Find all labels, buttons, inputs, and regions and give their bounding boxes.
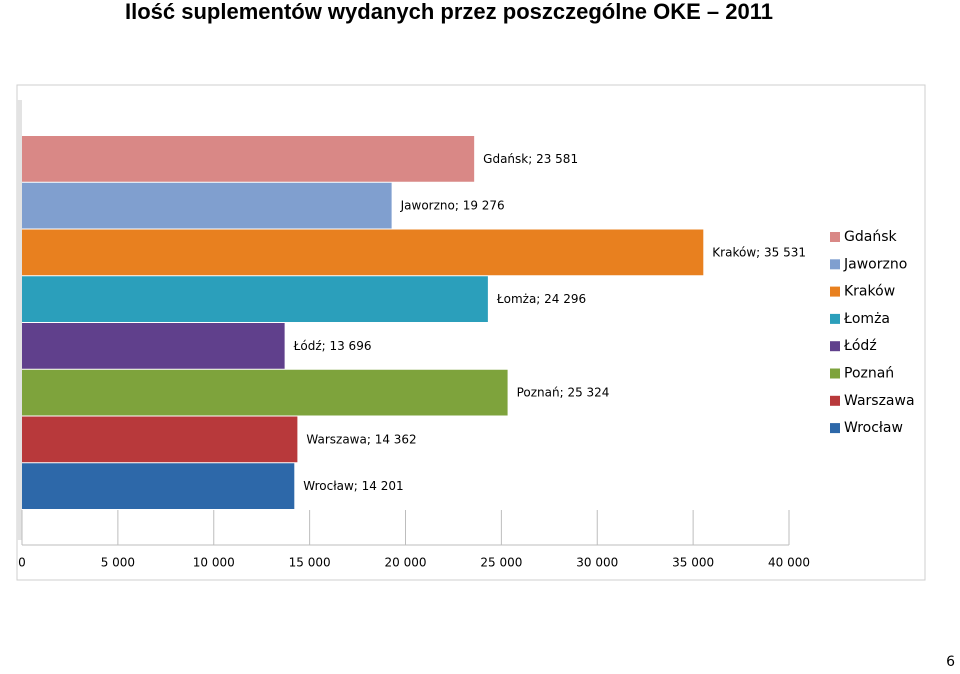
- x-tick-label: 20 000: [385, 556, 427, 570]
- legend-swatch: [830, 341, 840, 352]
- x-tick-label: 5 000: [101, 556, 135, 570]
- data-label: Kraków; 35 531: [712, 245, 806, 259]
- bar: [22, 323, 285, 369]
- legend-label: Gdańsk: [844, 229, 897, 245]
- legend-swatch: [830, 395, 840, 406]
- data-label: Łomża; 24 296: [496, 292, 586, 306]
- x-tick-label: 30 000: [576, 556, 618, 570]
- data-label: Łódź; 13 696: [293, 339, 372, 353]
- data-label: Poznań; 25 324: [517, 386, 610, 400]
- legend-swatch: [830, 313, 840, 324]
- data-label: Gdańsk; 23 581: [483, 152, 578, 166]
- back-wall: [17, 100, 22, 540]
- bar: [22, 276, 488, 322]
- x-tick-label: 40 000: [768, 556, 810, 570]
- data-label: Jaworzno; 19 276: [400, 199, 505, 213]
- bar: [22, 136, 475, 182]
- x-tick-label: 25 000: [480, 556, 522, 570]
- legend-label: Łódź: [843, 338, 877, 354]
- x-tick-label: 15 000: [289, 556, 331, 570]
- legend-swatch: [830, 286, 840, 297]
- bar: [22, 229, 704, 276]
- data-label: Warszawa; 14 362: [306, 432, 416, 446]
- chart-title: Ilość suplementów wydanych przez poszcze…: [125, 0, 773, 24]
- bar: [22, 182, 392, 229]
- legend-swatch: [830, 423, 840, 434]
- data-label: Wrocław; 14 201: [303, 479, 403, 493]
- page-number: 6: [946, 654, 955, 669]
- bar: [22, 463, 295, 509]
- x-tick-label: 10 000: [193, 556, 235, 570]
- x-tick-label: 0: [18, 556, 26, 570]
- legend-label: Warszawa: [844, 393, 915, 409]
- legend-swatch: [830, 259, 840, 270]
- x-tick-label: 35 000: [672, 556, 714, 570]
- legend-label: Poznań: [844, 366, 894, 382]
- bar: [22, 369, 508, 416]
- legend-label: Kraków: [844, 284, 895, 300]
- legend-swatch: [830, 232, 840, 242]
- legend-label: Jaworzno: [843, 256, 907, 272]
- legend-label: Łomża: [843, 311, 890, 327]
- legend-label: Wrocław: [844, 420, 903, 436]
- legend-swatch: [830, 368, 840, 379]
- bar: [22, 416, 298, 463]
